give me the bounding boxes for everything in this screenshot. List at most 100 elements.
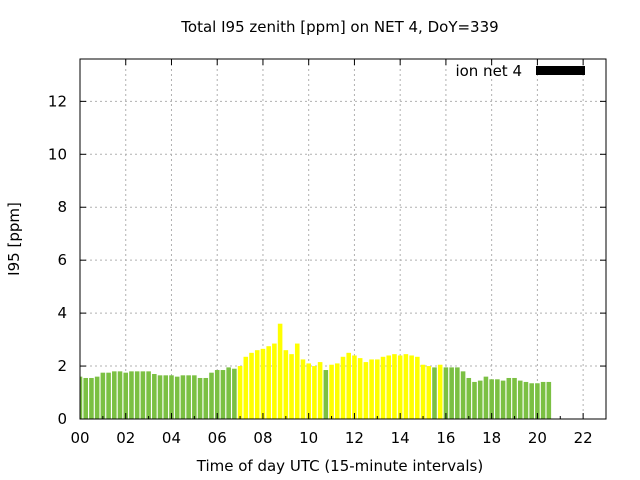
x-tick-label: 02 (116, 429, 135, 447)
bar (100, 372, 106, 419)
x-tick-label: 04 (162, 429, 181, 447)
legend-swatch (536, 66, 585, 75)
bar (437, 364, 443, 419)
bar (237, 366, 243, 419)
bar (363, 362, 369, 419)
bar (455, 367, 460, 419)
bar (432, 367, 437, 419)
bar (294, 343, 300, 419)
y-tick-label: 12 (48, 92, 67, 110)
bar (523, 381, 529, 419)
bar (306, 363, 311, 419)
grid (80, 59, 606, 419)
bar (415, 356, 420, 419)
bar (397, 355, 403, 419)
bar (340, 356, 346, 419)
x-tick-label: 18 (482, 429, 501, 447)
x-tick-label: 06 (208, 429, 227, 447)
y-tick-label: 4 (57, 304, 67, 322)
bar (517, 380, 523, 419)
bar (386, 355, 392, 419)
bar (134, 371, 140, 419)
bar (352, 355, 357, 419)
bar (300, 359, 306, 419)
legend: ion net 4 (455, 62, 585, 80)
bar (317, 362, 323, 419)
bar (272, 343, 277, 419)
bar (89, 377, 94, 419)
bar (214, 370, 220, 419)
x-tick-labels: 00 02 04 06 08 10 12 14 16 18 20 22 (70, 429, 592, 447)
bar (277, 323, 283, 419)
y-tick-label: 6 (57, 251, 67, 269)
bar (283, 350, 289, 419)
bar (254, 350, 260, 419)
x-tick-label: 16 (436, 429, 455, 447)
bar (220, 370, 226, 419)
bar (495, 379, 500, 419)
x-tick-label: 20 (528, 429, 547, 447)
bar (80, 376, 83, 419)
bar (146, 371, 151, 419)
bar (312, 366, 317, 419)
bar (329, 364, 334, 419)
bar (260, 348, 266, 419)
x-tick-label: 14 (391, 429, 410, 447)
bar (380, 356, 386, 419)
bar (449, 367, 454, 419)
bar (174, 376, 180, 419)
bar (466, 377, 472, 419)
bar (403, 354, 409, 419)
bar (203, 377, 209, 419)
bar (209, 372, 214, 419)
bar (426, 366, 432, 419)
bar (129, 371, 134, 419)
y-tick-label: 10 (48, 145, 67, 163)
bar (369, 359, 374, 419)
bar (192, 375, 197, 419)
legend-label: ion net 4 (455, 62, 522, 80)
y-tick-label: 2 (57, 357, 67, 375)
bar (375, 359, 380, 419)
bar (346, 352, 352, 419)
x-tick-label: 10 (299, 429, 318, 447)
chart-title: Total I95 zenith [ppm] on NET 4, DoY=339 (180, 18, 498, 36)
bar (140, 371, 146, 419)
y-tick-label: 8 (57, 198, 67, 216)
bar (529, 383, 534, 419)
bar (323, 370, 329, 419)
bar (409, 355, 414, 419)
plot-border (79, 58, 607, 420)
bar (249, 352, 254, 419)
bar (197, 377, 203, 419)
bars (80, 323, 552, 419)
bar (94, 376, 100, 419)
bar (420, 364, 426, 419)
bar (266, 346, 271, 419)
bar (546, 381, 552, 419)
bar (112, 371, 117, 419)
ticks (79, 59, 606, 420)
bar (392, 354, 397, 419)
bar (180, 375, 186, 419)
x-axis-label: Time of day UTC (15-minute intervals) (196, 457, 483, 475)
bar (334, 363, 340, 419)
bar (472, 381, 477, 419)
bar (169, 375, 174, 419)
bar (83, 377, 89, 419)
y-tick-label: 0 (57, 410, 67, 428)
bar (535, 383, 540, 419)
bar (152, 374, 157, 419)
bar (157, 375, 163, 419)
y-tick-labels: 0 2 4 6 8 10 12 (48, 92, 67, 428)
x-tick-label: 00 (70, 429, 89, 447)
bar (186, 375, 191, 419)
bar (123, 372, 129, 419)
bar (477, 380, 483, 419)
bar (512, 377, 517, 419)
bar (117, 371, 123, 419)
bar (357, 358, 363, 419)
x-tick-label: 12 (345, 429, 364, 447)
bar (500, 380, 506, 419)
